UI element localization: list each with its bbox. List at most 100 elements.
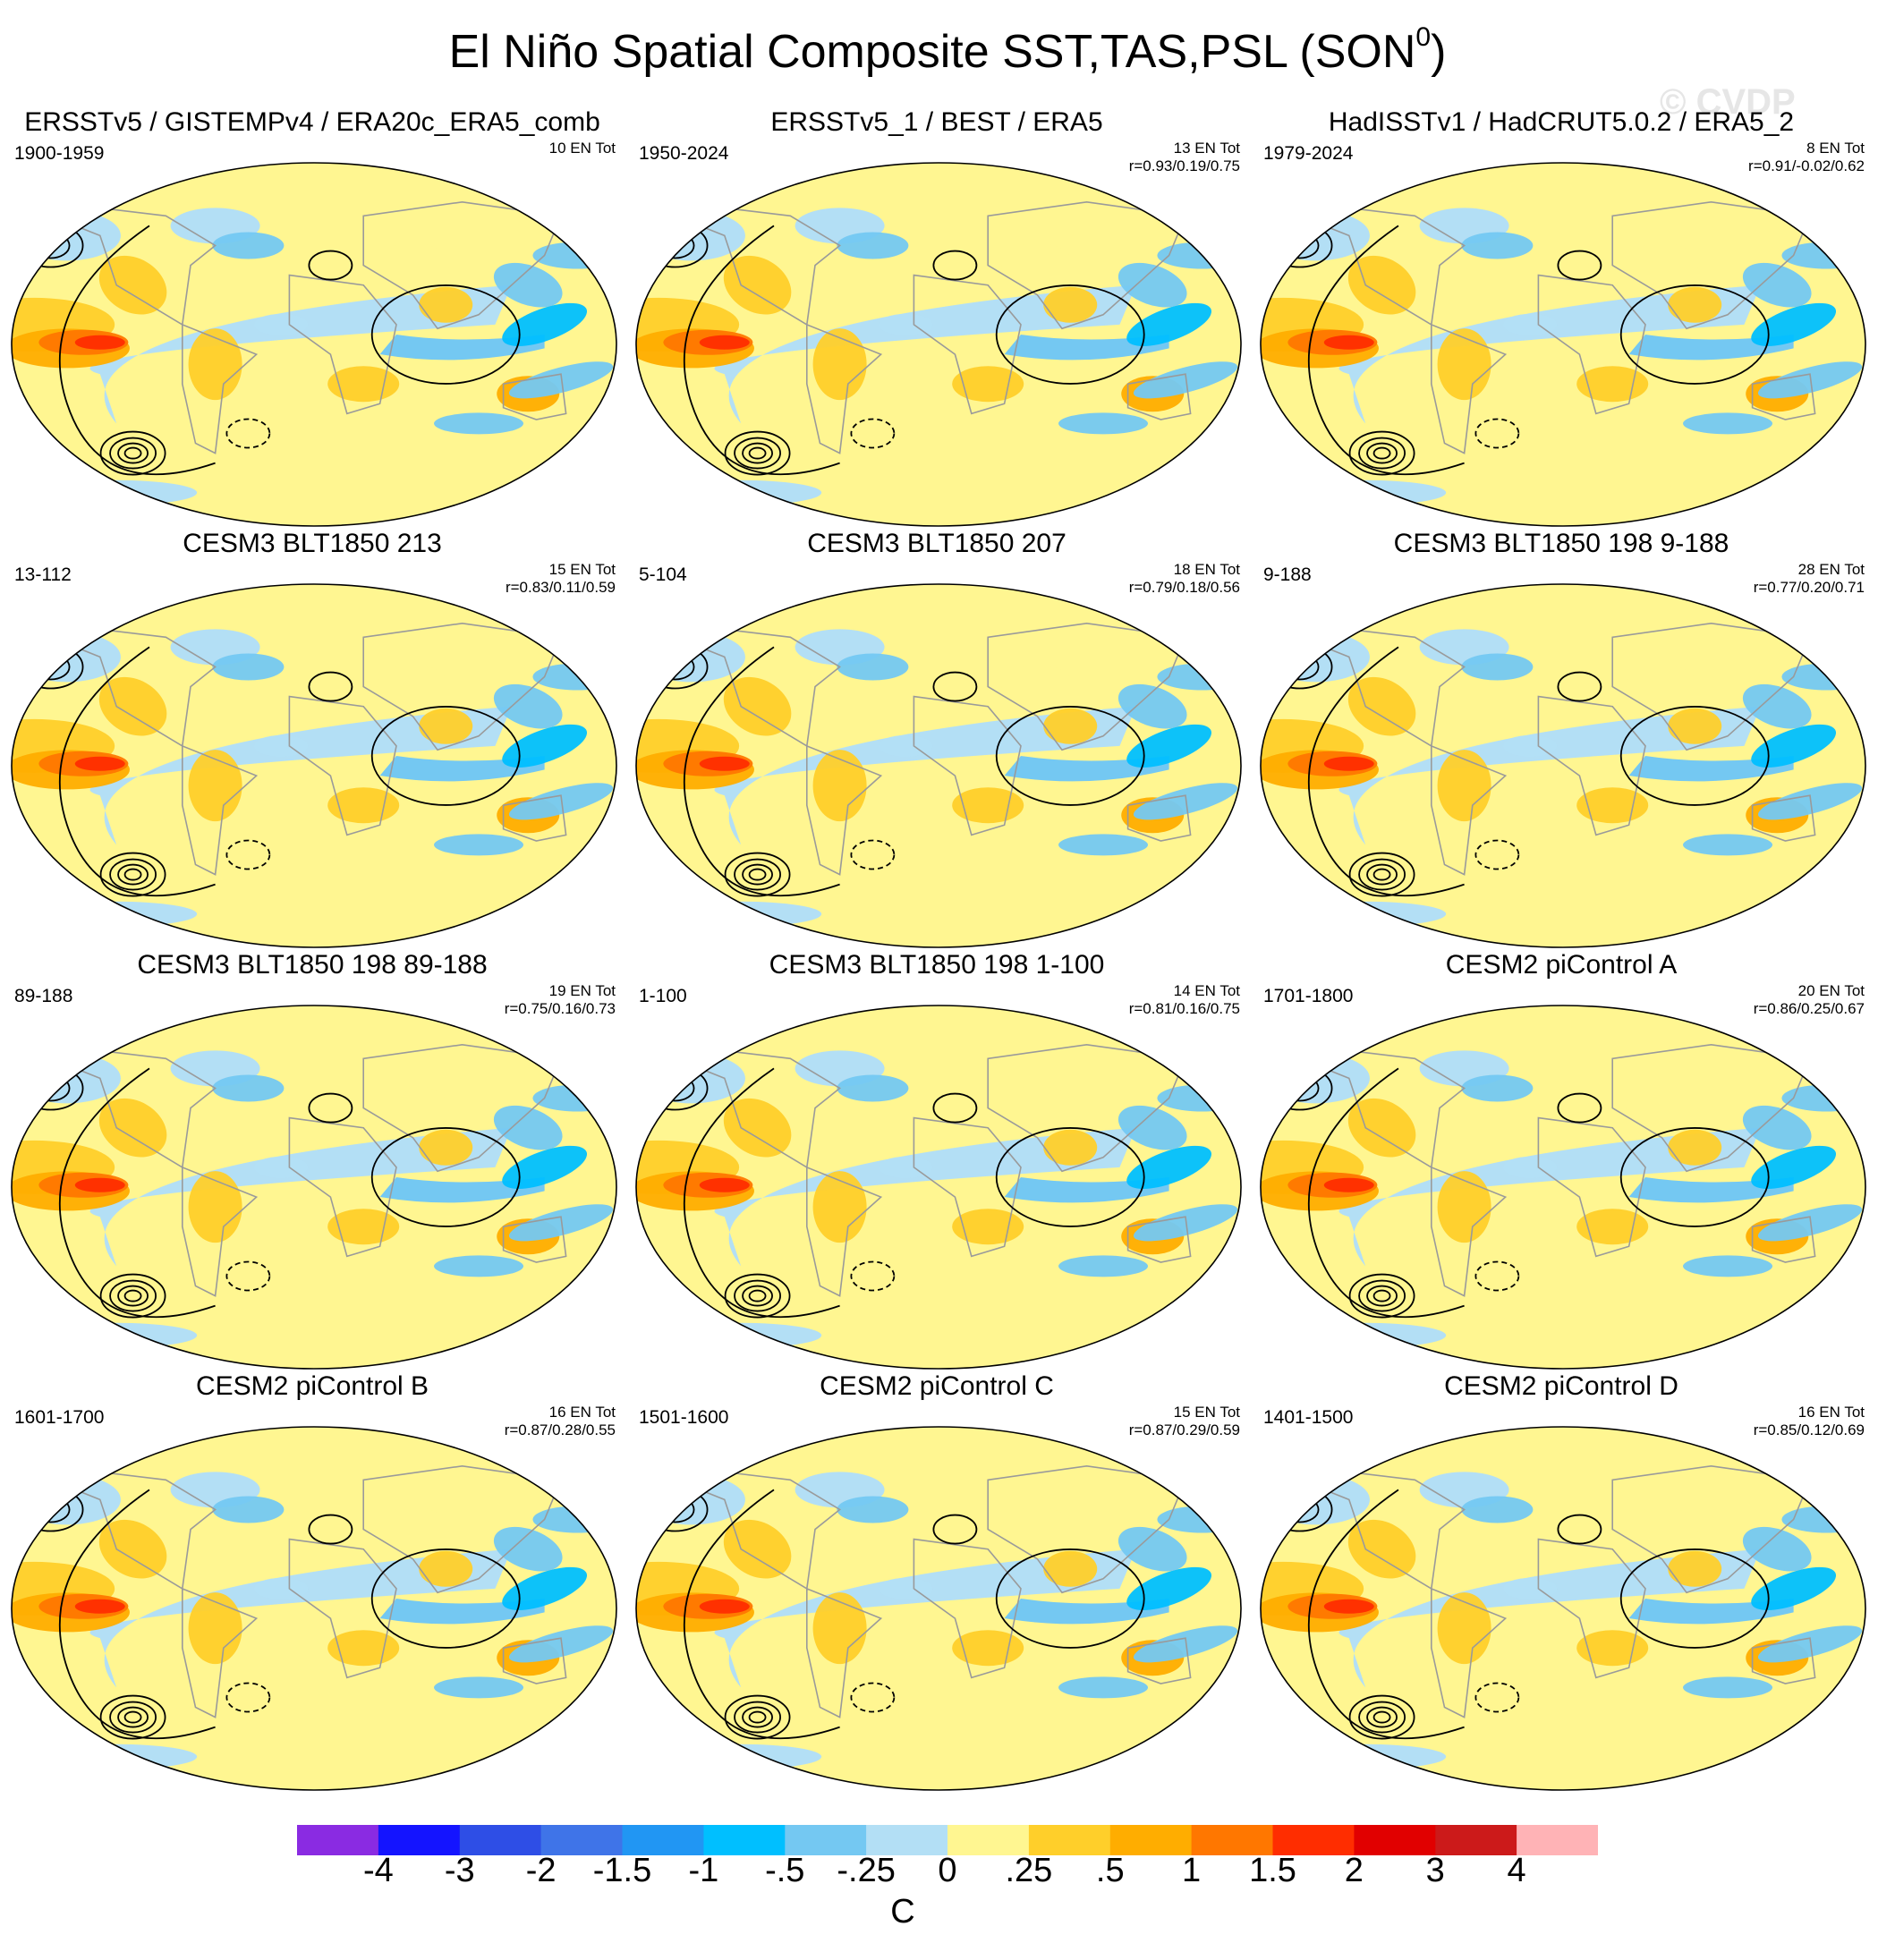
world-map xyxy=(635,1426,1242,1791)
psl-contour xyxy=(734,858,781,891)
sst-anomaly-patch xyxy=(1668,286,1722,323)
panel-correlation: r=0.86/0.25/0.67 xyxy=(1753,1000,1865,1017)
psl-contour xyxy=(123,868,142,881)
panel-correlation: r=0.87/0.29/0.59 xyxy=(1128,1421,1240,1438)
figure-title: El Niño Spatial Composite SST,TAS,PSL (S… xyxy=(0,21,1895,79)
sst-anomaly-patch xyxy=(1058,1255,1149,1277)
world-map xyxy=(11,1005,617,1370)
sst-anomaly-patch xyxy=(1503,734,1558,757)
panel-years: 1950-2024 xyxy=(639,143,729,164)
psl-contour xyxy=(117,1706,149,1728)
sst-anomaly-patch xyxy=(1001,1085,1074,1131)
cool-anomaly-band xyxy=(1338,1548,1761,1688)
panel-event-count: 16 EN Tot xyxy=(548,1404,616,1421)
psl-contour xyxy=(734,1279,781,1312)
sst-anomaly-patch xyxy=(1626,242,1698,288)
sst-anomaly-patch xyxy=(1157,1084,1241,1112)
psl-contour xyxy=(1358,437,1406,470)
coastline xyxy=(1126,1216,1192,1263)
coastline xyxy=(1297,205,1466,327)
panel-event-count: 15 EN Tot xyxy=(1173,1404,1240,1421)
psl-contour xyxy=(117,863,149,886)
psl-contour xyxy=(1201,447,1236,471)
psl-contour xyxy=(932,671,978,702)
psl-contour xyxy=(117,442,149,464)
composite-panel: ERSSTv5 / GISTEMPv4 / ERA20c_ERA5_comb 19… xyxy=(0,107,625,528)
panel-title: CESM3 BLT1850 198 9-188 xyxy=(1393,529,1729,558)
colorbar-tick-label: -3 xyxy=(444,1852,475,1889)
psl-contour xyxy=(1348,430,1415,476)
panel-title: CESM3 BLT1850 213 xyxy=(183,529,442,558)
panel-correlation: r=0.87/0.28/0.55 xyxy=(504,1421,616,1438)
psl-contour xyxy=(684,225,840,476)
colorbar-tick-label: 3 xyxy=(1425,1852,1445,1889)
cool-anomaly-patch xyxy=(13,1053,121,1104)
cool-anomaly-patch xyxy=(660,1322,822,1348)
panel-event-count: 13 EN Tot xyxy=(1173,140,1240,157)
cool-anomaly-patch xyxy=(1285,901,1447,927)
coastline xyxy=(673,205,841,327)
map-border xyxy=(11,162,617,527)
figure-title-superscript: 0 xyxy=(1415,21,1432,52)
cool-anomaly-band xyxy=(714,1127,1136,1267)
coastline xyxy=(1537,695,1646,836)
psl-contour xyxy=(370,1127,521,1227)
sst-anomaly-patch xyxy=(879,313,933,335)
panel-years: 5-104 xyxy=(639,564,687,585)
colorbar-tick-label: -4 xyxy=(362,1852,394,1889)
colorbar-swatch xyxy=(459,1825,542,1855)
panel-correlation: r=0.75/0.16/0.73 xyxy=(504,1000,616,1017)
sst-anomaly-patch xyxy=(1668,708,1722,744)
cool-anomaly-patch xyxy=(1262,1474,1370,1525)
composite-panel: ERSSTv5_1 / BEST / ERA5 1950-2024 13 EN To… xyxy=(625,107,1249,528)
sst-anomaly-patch xyxy=(1347,1519,1416,1579)
psl-contour xyxy=(742,1706,773,1728)
cool-anomaly-band xyxy=(89,1548,512,1688)
sst-anomaly-patch xyxy=(1626,1085,1698,1131)
sst-anomaly-patch xyxy=(1117,1105,1187,1150)
psl-contour xyxy=(117,1285,149,1307)
colorbar-swatch xyxy=(1354,1825,1436,1855)
panel-event-count: 20 EN Tot xyxy=(1797,982,1865,999)
coastline xyxy=(502,794,567,842)
sst-anomaly-patch xyxy=(723,676,792,736)
sst-anomaly-patch xyxy=(1347,255,1416,315)
coastline xyxy=(913,274,1022,415)
map-border xyxy=(11,1005,617,1370)
figure-title-close: ) xyxy=(1431,26,1447,78)
sst-anomaly-patch xyxy=(502,724,588,768)
panel-years: 1501-1600 xyxy=(639,1407,729,1428)
coastline xyxy=(1126,794,1192,842)
coastline xyxy=(987,1043,1187,1173)
world-map xyxy=(11,162,617,527)
psl-contour xyxy=(932,1092,978,1124)
sst-anomaly-patch xyxy=(1126,302,1212,346)
sst-anomaly-patch xyxy=(837,653,909,681)
cool-anomaly-band xyxy=(89,1127,512,1267)
sst-anomaly-patch xyxy=(1781,663,1865,691)
psl-contour xyxy=(995,1127,1145,1227)
panel-stats: 13 EN Tot r=0.93/0.19/0.75 xyxy=(1129,140,1240,175)
coastline xyxy=(502,1216,567,1263)
psl-contour xyxy=(724,430,791,476)
sst-anomaly-patch xyxy=(1058,1676,1149,1699)
colorbar-units: C xyxy=(890,1893,915,1930)
sst-anomaly-patch xyxy=(1364,820,1433,870)
coastline xyxy=(362,200,563,330)
panel-stats: 14 EN Tot r=0.81/0.16/0.75 xyxy=(1129,982,1240,1018)
cool-anomaly-patch xyxy=(637,1053,745,1104)
psl-contour xyxy=(1366,442,1398,464)
sst-anomaly-patch xyxy=(327,366,400,403)
sst-anomaly-patch xyxy=(812,1171,867,1243)
sst-anomaly-patch xyxy=(1781,242,1865,269)
panel-event-count: 14 EN Tot xyxy=(1173,982,1240,999)
coastline xyxy=(48,1048,217,1169)
sst-anomaly-patch xyxy=(879,1577,933,1599)
cool-anomaly-patch xyxy=(36,901,198,927)
world-map xyxy=(635,583,1242,948)
psl-contour xyxy=(1557,671,1602,702)
colorbar-tick-label: -.5 xyxy=(765,1852,805,1889)
psl-contour xyxy=(59,1067,216,1319)
panel-stats: 16 EN Tot r=0.85/0.12/0.69 xyxy=(1754,1404,1865,1439)
psl-contour xyxy=(734,1701,781,1734)
